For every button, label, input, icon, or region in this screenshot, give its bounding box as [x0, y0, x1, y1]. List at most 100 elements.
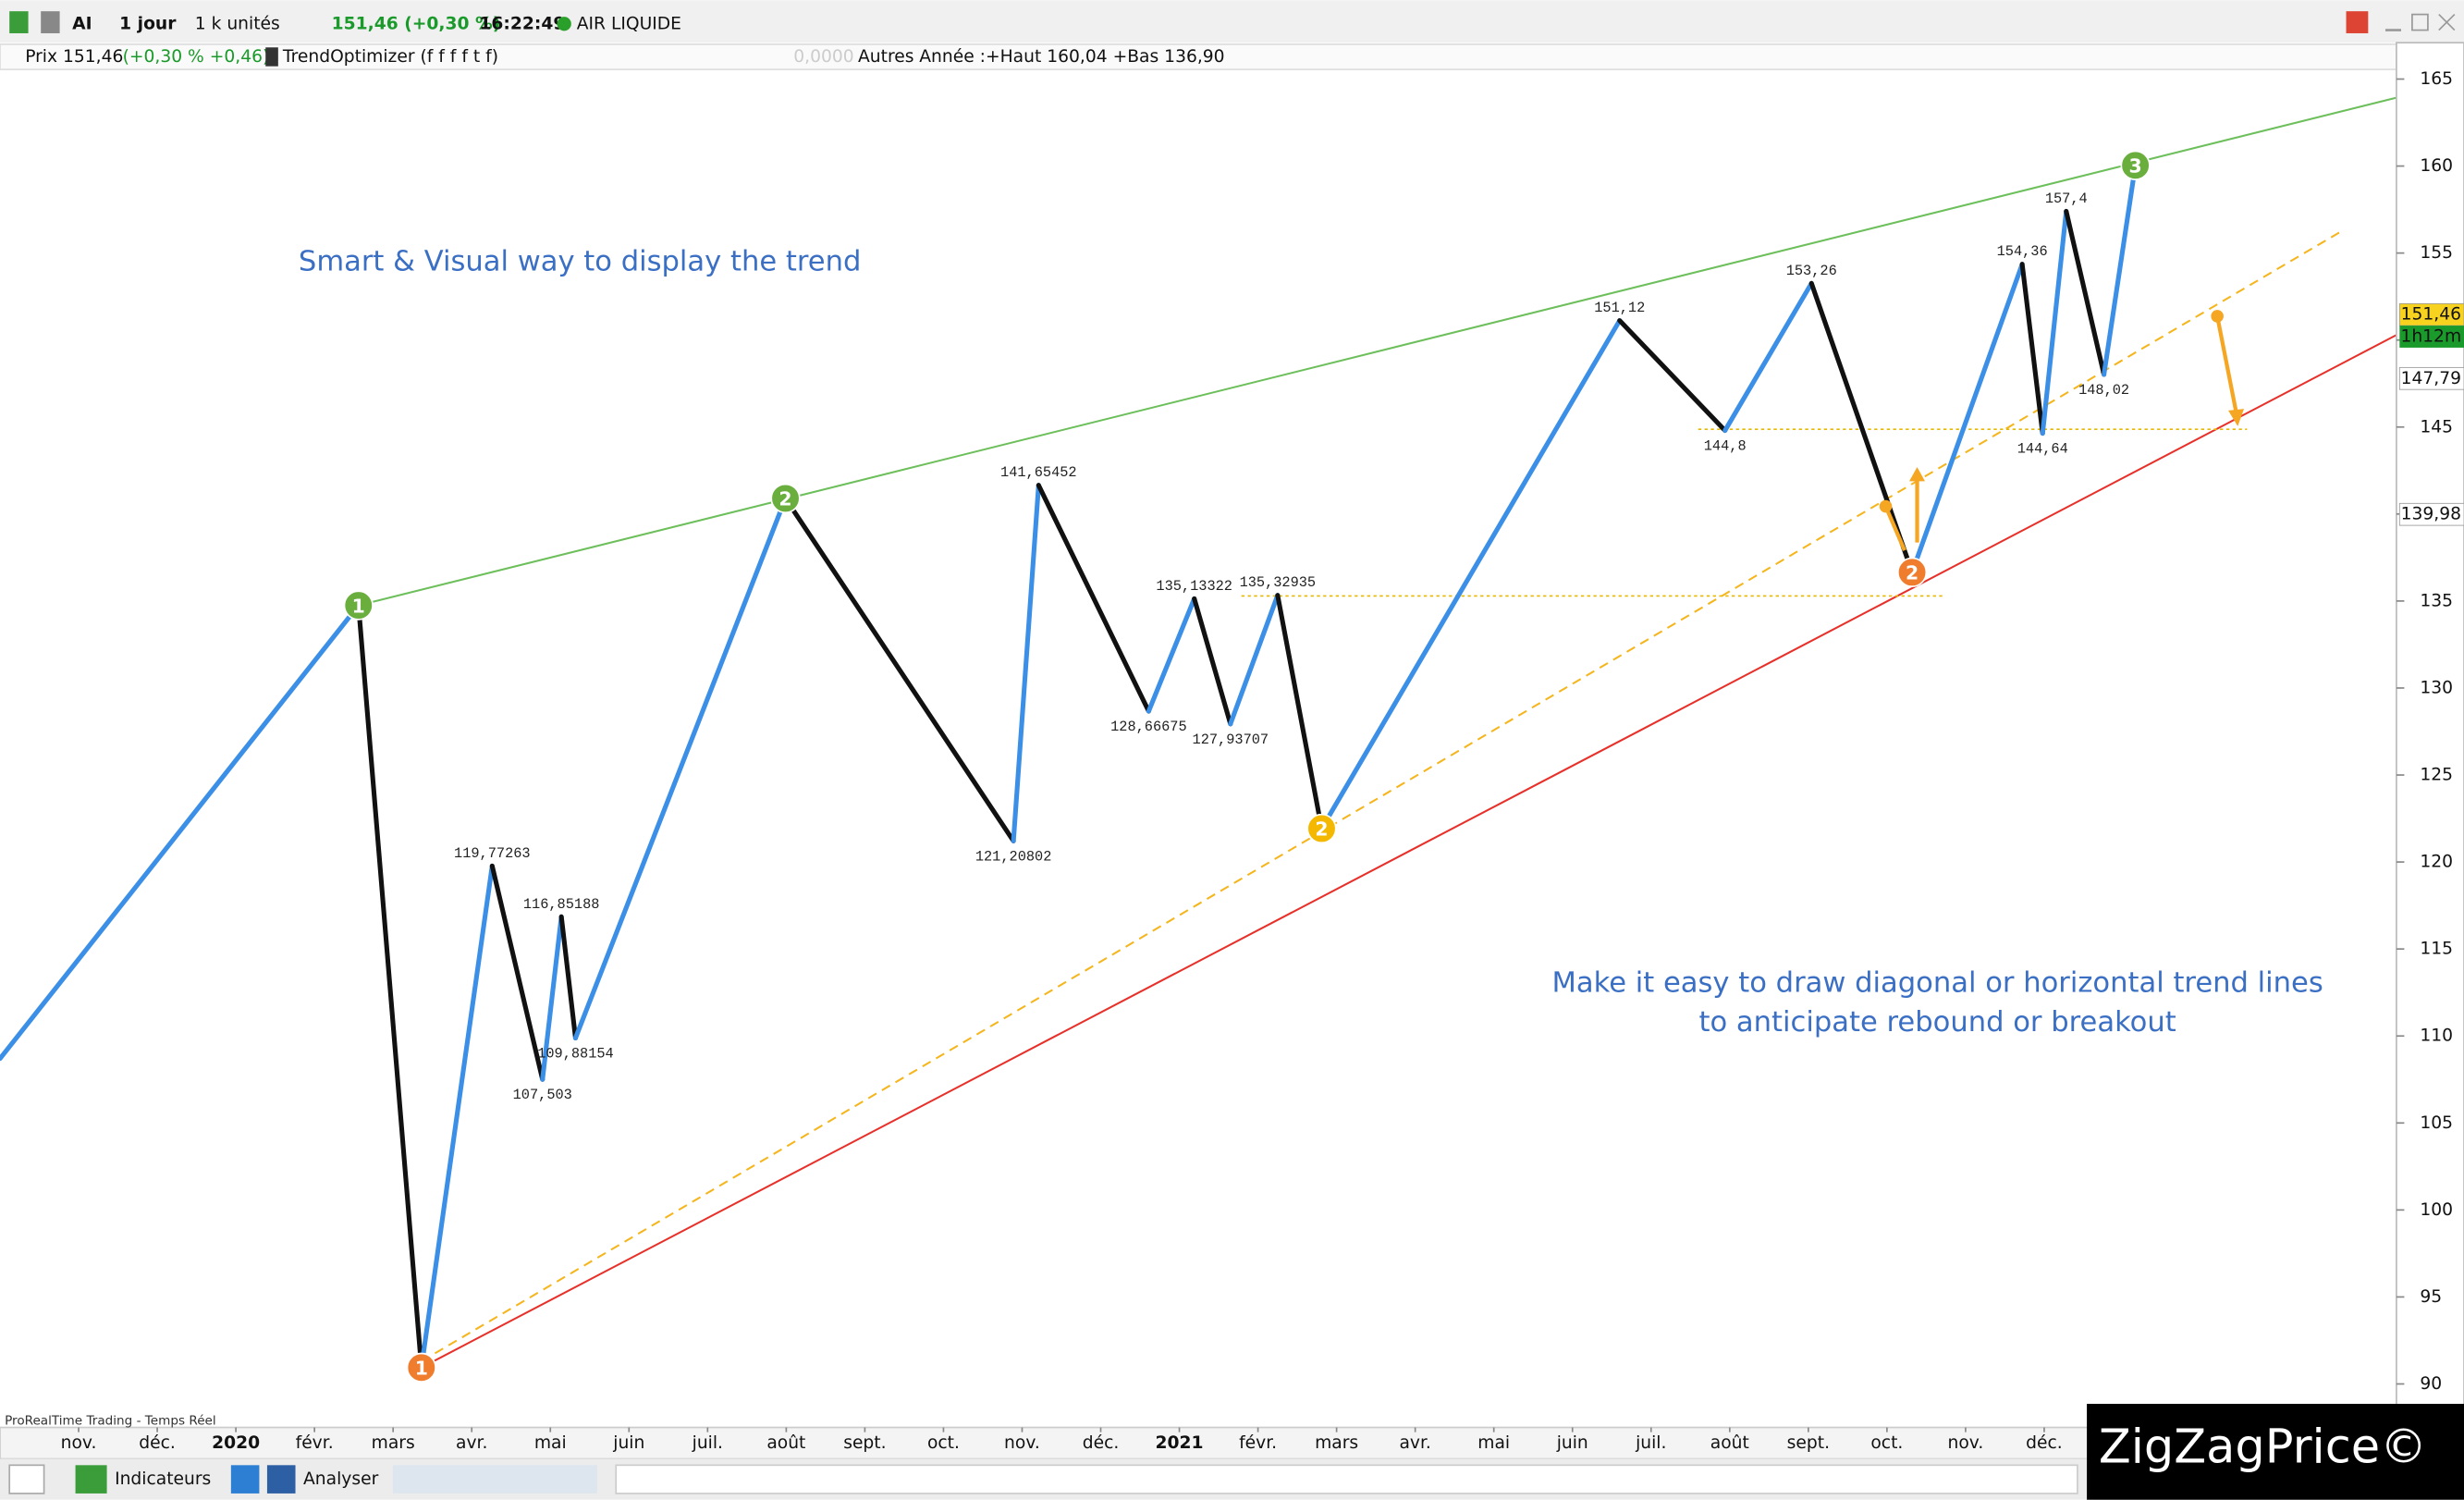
- data-label: 127,93707: [1193, 732, 1269, 748]
- units[interactable]: 1 k unités: [195, 14, 280, 33]
- x-tick-label: déc.: [139, 1433, 176, 1453]
- x-tick-label: mars: [372, 1433, 415, 1453]
- y-tick-label: 120: [2420, 853, 2453, 872]
- y-tick-label: 105: [2420, 1113, 2453, 1133]
- pivot-label: 2: [1315, 818, 1328, 841]
- brand: ZigZagPrice©: [2099, 1420, 2427, 1474]
- price-change: 151,46 (+0,30 %): [332, 14, 501, 33]
- data-label: 119,77263: [454, 845, 531, 862]
- zigzag-segment: [356, 603, 424, 1371]
- x-tick-label: 2020: [212, 1433, 260, 1453]
- share-icon[interactable]: [230, 1465, 260, 1494]
- annotation: Smart & Visual way to display the trend: [299, 246, 861, 278]
- annotation: Make it easy to draw diagonal or horizon…: [1551, 967, 2323, 1000]
- price-label: Prix 151,46: [25, 47, 123, 67]
- data-label: 154,36: [1997, 243, 2048, 260]
- data-label: 121,20802: [975, 848, 1052, 865]
- time: 16:22:49: [479, 14, 565, 33]
- zigzag-segment: [540, 914, 564, 1082]
- pivot-marker: [1306, 813, 1337, 844]
- zigzag-segment: [2040, 208, 2069, 436]
- data-label: 141,65452: [1000, 464, 1077, 481]
- pivot-label: 1: [352, 595, 365, 617]
- pivot-label: 2: [778, 488, 791, 510]
- maximize[interactable]: [2411, 13, 2429, 31]
- y-tick-label: 155: [2420, 243, 2453, 263]
- y-tick-label: 110: [2420, 1027, 2453, 1046]
- y-tick-label: 90: [2420, 1374, 2442, 1394]
- type-icon[interactable]: [41, 11, 60, 33]
- zigzag-segment: [1722, 280, 1814, 434]
- pivot-marker: [770, 483, 801, 514]
- pivot-marker: [343, 590, 374, 621]
- zigzag-segment: [1011, 483, 1041, 843]
- analyze-button[interactable]: Analyser: [303, 1469, 379, 1489]
- indicators-button[interactable]: Indicateurs: [115, 1469, 211, 1489]
- zigzag-segment: [0, 603, 362, 1062]
- x-tick-label: déc.: [1083, 1433, 1120, 1453]
- x-tick-label: févr.: [296, 1433, 334, 1453]
- x-tick-label: févr.: [1239, 1433, 1277, 1453]
- x-tick-label: juin: [612, 1433, 644, 1453]
- close[interactable]: [2438, 13, 2456, 31]
- x-tick-label: juil.: [1635, 1433, 1666, 1453]
- data-label: 157,4: [2045, 191, 2088, 207]
- indicator-value: 0,0000: [793, 47, 853, 67]
- trend-line: [421, 334, 2397, 1369]
- data-label: 148,02: [2078, 382, 2129, 399]
- zigzag-segment: [489, 863, 546, 1082]
- y-tick-label: 125: [2420, 766, 2453, 785]
- data-label: 144,8: [1704, 438, 1747, 455]
- sync-icon[interactable]: [2346, 11, 2369, 33]
- status-dot: [557, 17, 571, 31]
- data-label: 135,32935: [1240, 574, 1317, 591]
- annotation: to anticipate rebound or breakout: [1698, 1006, 2176, 1039]
- zigzag-segment: [1909, 262, 2025, 575]
- x-tick-label: avr.: [456, 1433, 487, 1453]
- price-tag-label: 139,98: [2401, 505, 2461, 524]
- x-tick-label: mars: [1315, 1433, 1358, 1453]
- scrollbar[interactable]: [615, 1464, 2078, 1494]
- x-tick-label: oct.: [1870, 1433, 1903, 1453]
- plot: 119,77263 107,503 116,85188 109,88154 121,20…: [0, 96, 2397, 1383]
- x-tick-label: juin: [1556, 1433, 1588, 1453]
- x-tick-label: août: [1710, 1433, 1749, 1453]
- draw-tool[interactable]: [8, 1464, 45, 1494]
- price-tag: [2398, 502, 2464, 526]
- zigzag-segment: [1275, 593, 1325, 831]
- data-label: 153,26: [1786, 263, 1837, 279]
- pivot-label: 1: [415, 1358, 428, 1380]
- price-tag: [2398, 366, 2464, 390]
- symbol[interactable]: AI: [72, 14, 92, 33]
- period[interactable]: 1 jour: [119, 14, 177, 33]
- zigzag-segment: [2019, 262, 2045, 436]
- info-bar: [0, 43, 2397, 70]
- pivot-marker: [1896, 557, 1928, 588]
- indicators-icon[interactable]: [75, 1465, 107, 1494]
- data-label: 135,13322: [1156, 578, 1232, 595]
- data-label: 116,85188: [523, 896, 600, 913]
- tool-icons[interactable]: [392, 1465, 597, 1494]
- trend-line: [358, 96, 2397, 607]
- chart-icon[interactable]: [9, 11, 29, 33]
- zigzag-segment: [558, 914, 579, 1041]
- price-tag-label: 151,46: [2401, 305, 2461, 325]
- pivot-label: 2: [1906, 562, 1918, 584]
- signal-arrows: [1879, 310, 2245, 551]
- zigzag-segment: [782, 496, 1016, 843]
- y-tick-label: 165: [2420, 69, 2453, 89]
- data-label: 144,64: [2017, 441, 2068, 458]
- y-tick-label: 100: [2420, 1200, 2453, 1220]
- zigzag-segment: [572, 496, 789, 1041]
- price-change-detail: (+0,30 % +0,46): [123, 47, 270, 67]
- analyze-icon[interactable]: [266, 1465, 296, 1494]
- toolbar: [0, 0, 2464, 43]
- data-label: 107,503: [513, 1087, 572, 1103]
- indicator-icon: [265, 47, 278, 67]
- zigzag-segment: [1228, 593, 1281, 727]
- zigzag-segment: [419, 863, 495, 1371]
- countdown: 1h12m: [2400, 327, 2461, 347]
- y-tick-label: 130: [2420, 678, 2453, 697]
- x-tick-label: mai: [534, 1433, 567, 1453]
